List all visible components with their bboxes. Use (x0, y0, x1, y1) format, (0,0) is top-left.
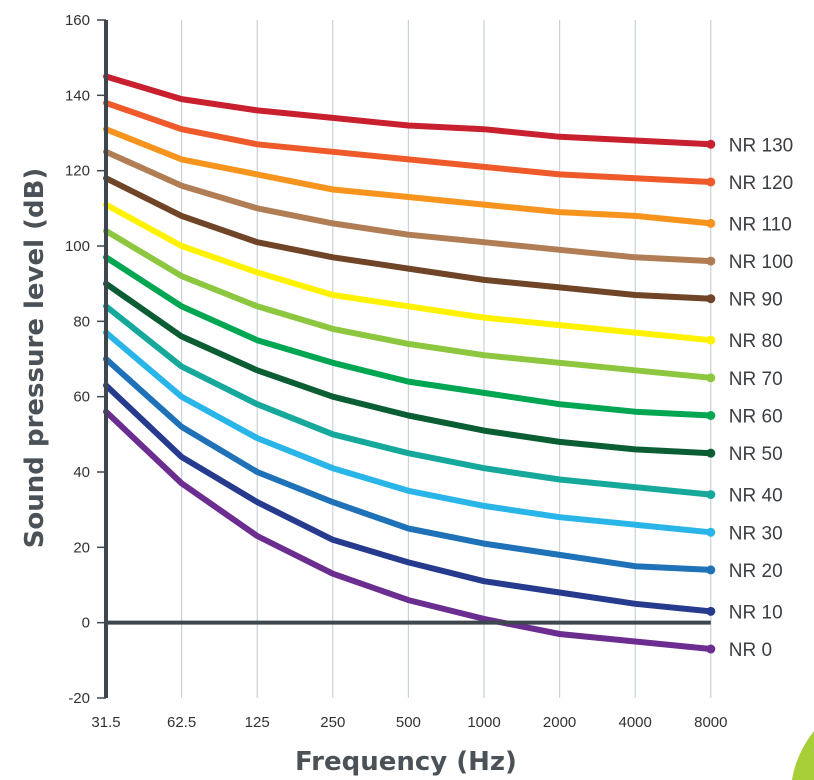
series-line (103, 356, 714, 573)
y-tick-label: 80 (73, 313, 90, 330)
series-end-marker (706, 527, 716, 537)
series-labels: NR 130 NR 120 NR 110 NR 100 NR 90 NR 80 NR 70 N… (729, 135, 793, 661)
series-end-marker (706, 490, 716, 500)
series-end-marker (706, 218, 716, 228)
series-end-marker (706, 606, 716, 616)
axes (104, 20, 711, 698)
y-tick-labels: -20 0 20 40 60 80 100 120 140 160 (65, 12, 106, 707)
x-tick-label: 4000 (619, 714, 652, 731)
series-line (103, 148, 714, 265)
series-line (103, 175, 714, 302)
x-tick-label: 125 (245, 714, 270, 731)
x-tick-label: 2000 (543, 714, 576, 731)
series-line (103, 280, 714, 457)
series-end-marker (706, 373, 716, 383)
series-label: NR 120 (729, 173, 793, 194)
series-end-marker (706, 294, 716, 304)
series-line (103, 254, 714, 419)
series-label: NR 30 (729, 523, 783, 544)
y-tick-label: 20 (73, 539, 90, 556)
y-tick-label: 120 (65, 163, 90, 180)
x-tick-labels: 31.5 62.5 125 250 500 1000 2000 4000 8000 (91, 714, 727, 731)
x-tick-label: 250 (320, 714, 345, 731)
series-label: NR 20 (729, 561, 783, 582)
series-label: NR 0 (729, 640, 772, 661)
x-tick-label: 8000 (694, 714, 727, 731)
series-end-marker (706, 448, 716, 458)
series-label: NR 10 (729, 602, 783, 623)
series-line (103, 99, 714, 185)
series-label: NR 60 (729, 407, 783, 428)
corner-decoration (792, 731, 814, 780)
series-line (103, 303, 714, 498)
series-label: NR 130 (729, 135, 793, 156)
y-tick-label: 140 (65, 87, 90, 104)
series-end-marker (706, 565, 716, 575)
series-end-marker (706, 411, 716, 420)
y-tick-label: 60 (73, 389, 90, 406)
x-tick-label: 31.5 (91, 714, 120, 731)
y-tick-label: 40 (73, 464, 90, 481)
series-label: NR 110 (729, 214, 792, 235)
series-label: NR 70 (729, 369, 783, 390)
series-line (103, 126, 714, 227)
y-tick-label: -20 (68, 690, 90, 707)
y-tick-label: 100 (65, 238, 90, 255)
x-tick-label: 62.5 (167, 714, 196, 731)
series-line (103, 329, 714, 536)
vertical-grid-lines (181, 20, 712, 698)
series-end-marker (706, 177, 716, 187)
series-line (103, 227, 714, 381)
series-end-marker (706, 335, 716, 345)
series-line (103, 408, 714, 652)
series-label: NR 90 (729, 290, 783, 311)
series-line (103, 201, 714, 344)
series-line (103, 73, 714, 148)
x-axis-title: Frequency (Hz) (295, 747, 517, 777)
series-label: NR 100 (729, 252, 793, 273)
series-label: NR 80 (729, 331, 783, 352)
y-tick-label: 0 (82, 615, 90, 632)
series-end-marker (706, 644, 716, 654)
series-label: NR 50 (729, 444, 783, 465)
series-line (103, 382, 714, 615)
y-tick-label: 160 (65, 12, 90, 29)
y-axis-title: Sound pressure level (dB) (20, 168, 50, 549)
x-tick-label: 500 (396, 714, 421, 731)
series-label: NR 40 (729, 486, 783, 507)
series-lines (103, 73, 716, 654)
x-tick-label: 1000 (467, 714, 500, 731)
series-end-marker (706, 256, 716, 266)
series-end-marker (706, 139, 716, 149)
